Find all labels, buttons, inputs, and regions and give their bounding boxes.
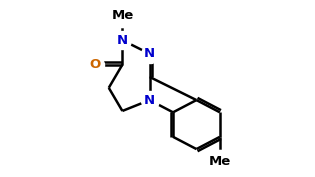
- Text: N: N: [117, 34, 128, 47]
- Text: Me: Me: [209, 155, 231, 168]
- Text: O: O: [89, 58, 101, 71]
- Text: N: N: [144, 47, 155, 60]
- Text: N: N: [144, 94, 155, 107]
- Text: Me: Me: [111, 9, 134, 22]
